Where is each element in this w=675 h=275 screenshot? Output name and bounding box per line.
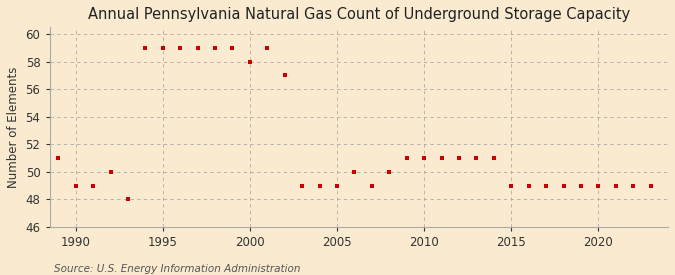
Point bbox=[140, 46, 151, 50]
Point bbox=[523, 183, 534, 188]
Point bbox=[471, 156, 482, 160]
Point bbox=[279, 73, 290, 78]
Point bbox=[192, 46, 203, 50]
Point bbox=[123, 197, 134, 202]
Y-axis label: Number of Elements: Number of Elements bbox=[7, 66, 20, 188]
Point bbox=[645, 183, 656, 188]
Point bbox=[506, 183, 516, 188]
Point bbox=[105, 170, 116, 174]
Point bbox=[384, 170, 395, 174]
Point bbox=[227, 46, 238, 50]
Point bbox=[297, 183, 308, 188]
Point bbox=[576, 183, 587, 188]
Point bbox=[418, 156, 429, 160]
Point bbox=[349, 170, 360, 174]
Point bbox=[610, 183, 621, 188]
Point bbox=[210, 46, 221, 50]
Point bbox=[436, 156, 447, 160]
Point bbox=[541, 183, 551, 188]
Title: Annual Pennsylvania Natural Gas Count of Underground Storage Capacity: Annual Pennsylvania Natural Gas Count of… bbox=[88, 7, 630, 22]
Point bbox=[314, 183, 325, 188]
Text: Source: U.S. Energy Information Administration: Source: U.S. Energy Information Administ… bbox=[54, 264, 300, 274]
Point bbox=[558, 183, 569, 188]
Point bbox=[489, 156, 500, 160]
Point bbox=[402, 156, 412, 160]
Point bbox=[244, 59, 255, 64]
Point bbox=[593, 183, 603, 188]
Point bbox=[70, 183, 81, 188]
Point bbox=[175, 46, 186, 50]
Point bbox=[367, 183, 377, 188]
Point bbox=[628, 183, 639, 188]
Point bbox=[157, 46, 168, 50]
Point bbox=[262, 46, 273, 50]
Point bbox=[53, 156, 63, 160]
Point bbox=[331, 183, 342, 188]
Point bbox=[88, 183, 99, 188]
Point bbox=[454, 156, 464, 160]
